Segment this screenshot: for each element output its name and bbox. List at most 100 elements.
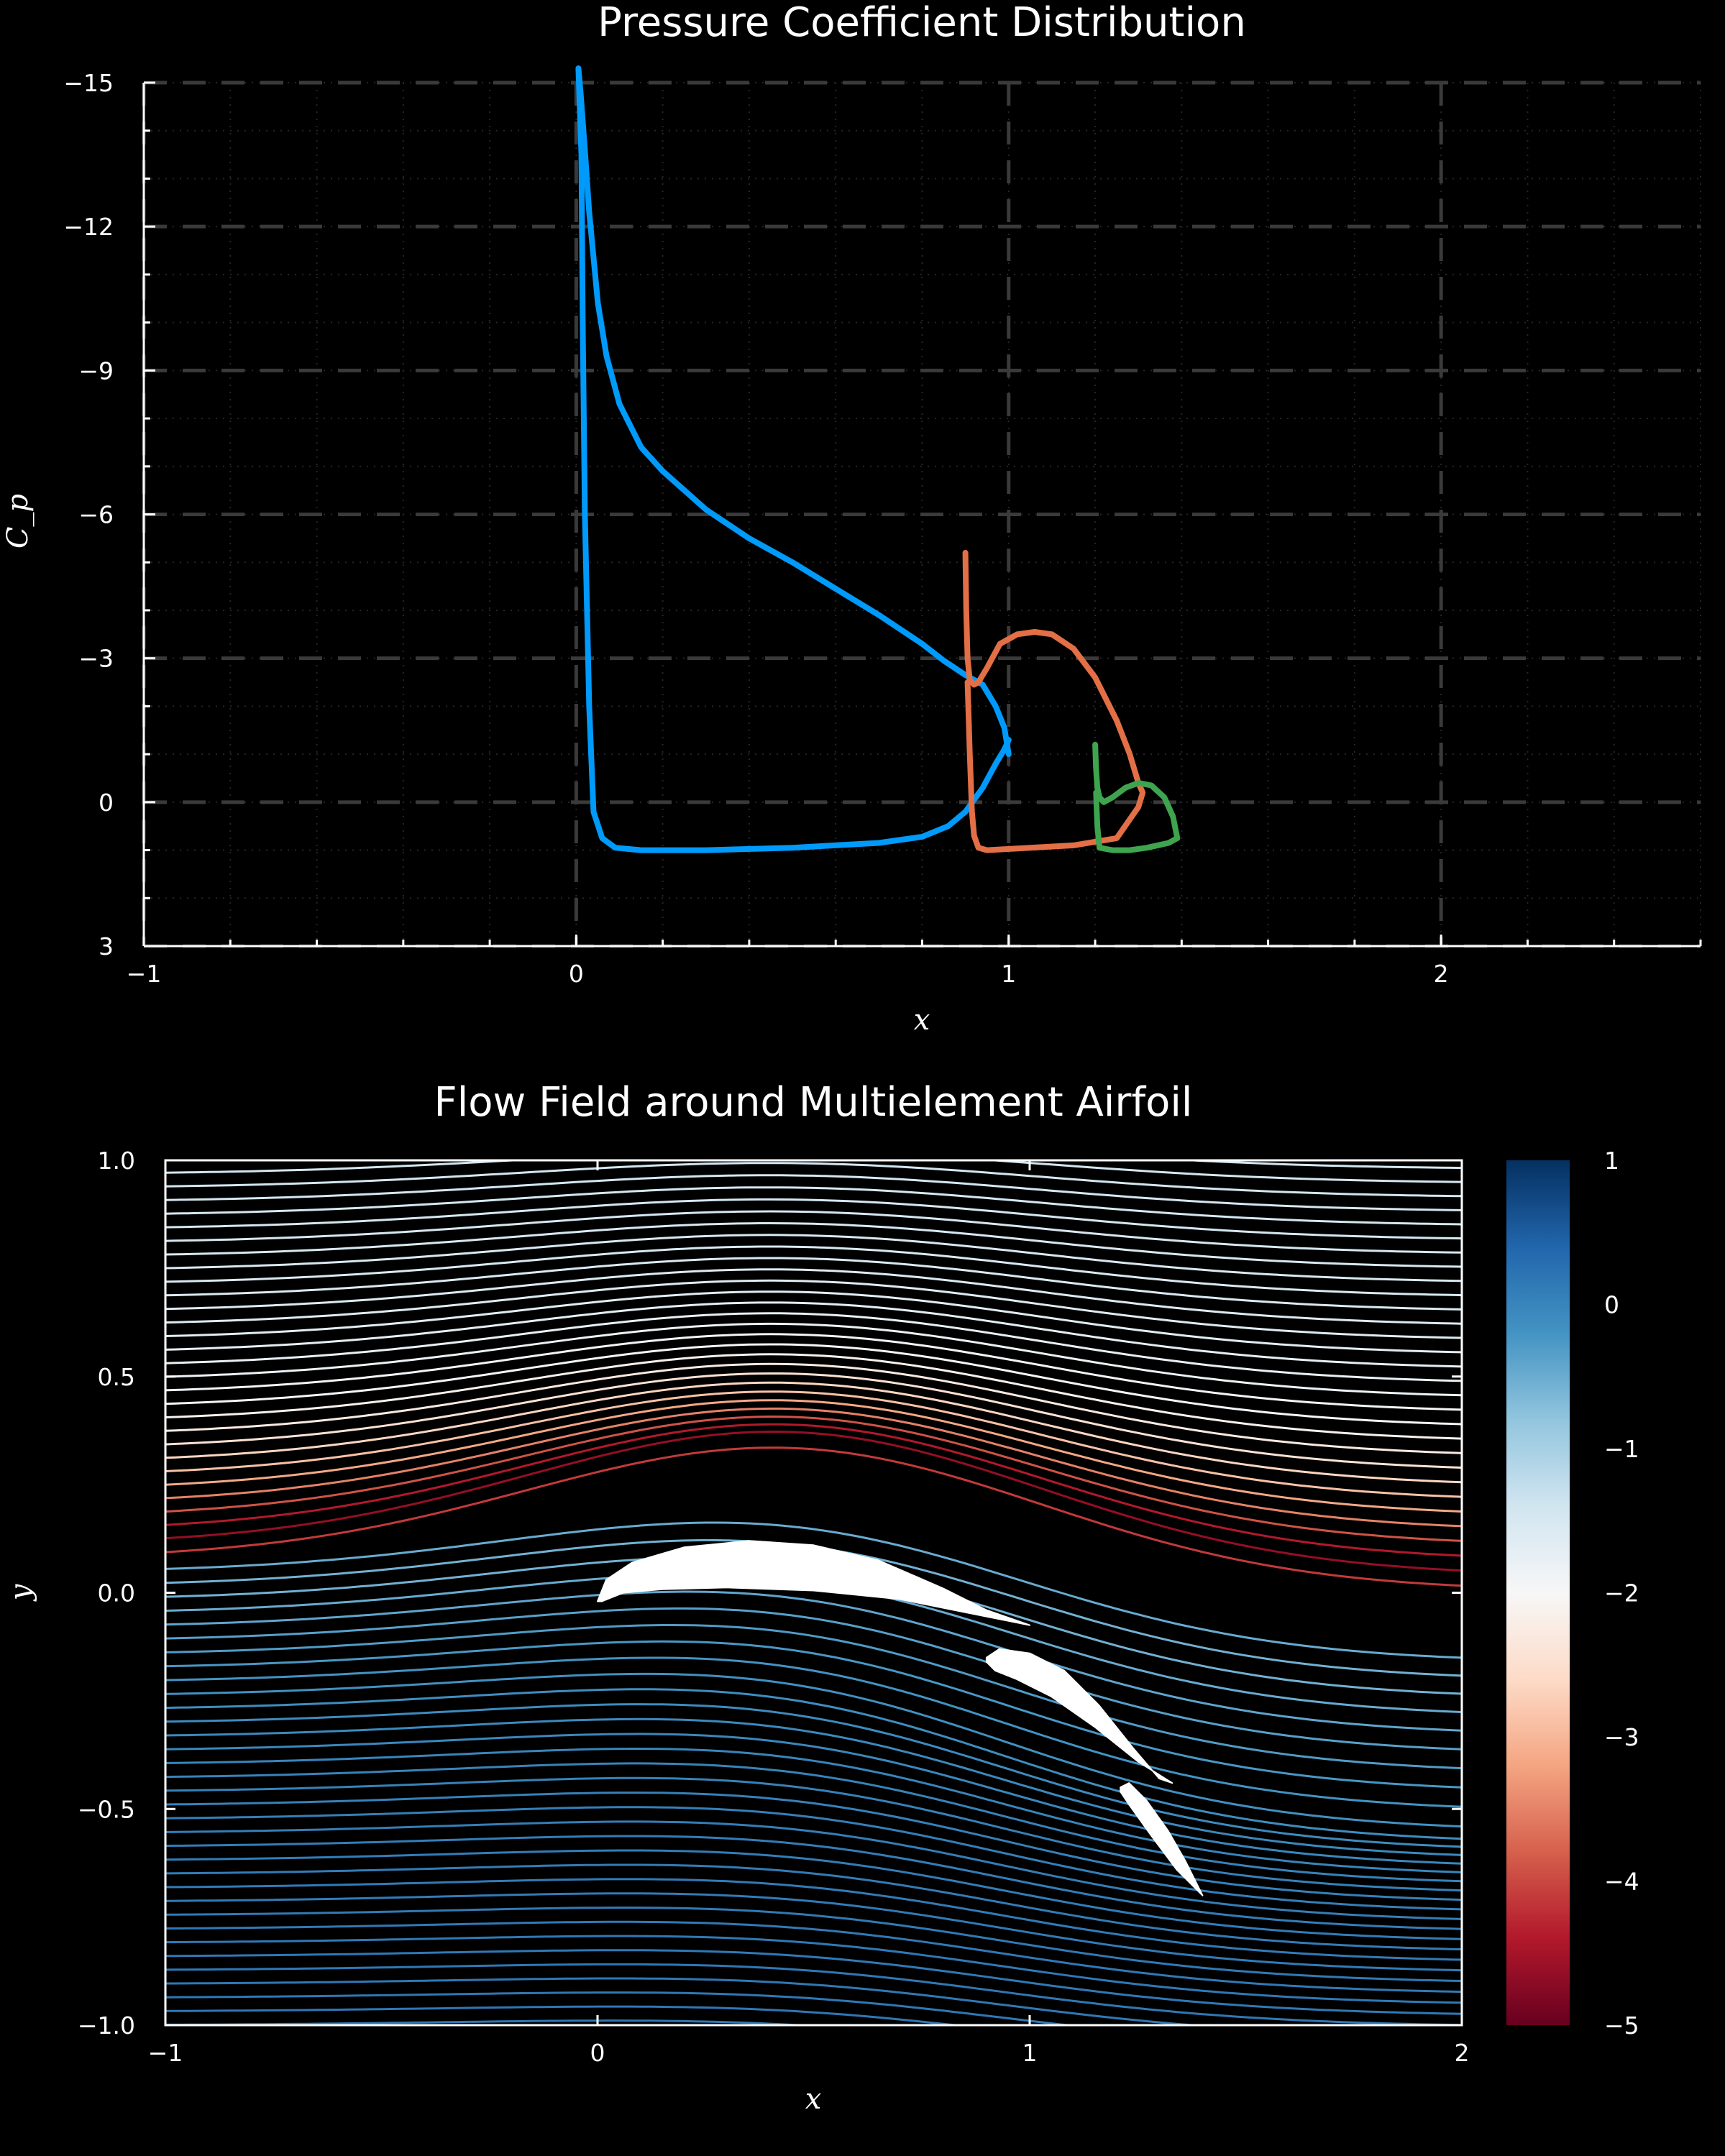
streamline [165,1920,1462,1994]
streamline [165,1590,1462,1732]
streamline [165,1820,1462,1920]
streamline [165,1624,1462,1770]
streamline [165,1640,1462,1789]
streamline [165,1301,1462,1368]
streamline [165,1390,1462,1498]
cp-x-tick-label: −1 [127,960,162,988]
flow-x-tick-label: −1 [148,2039,183,2067]
cp-axes: −1 0 1 2 −15 −12 −9 −6 −3 0 3 [63,69,1702,988]
flow-y-tick-label: 1.0 [98,1147,135,1175]
flow-y-tick-label: 0.0 [98,1579,135,1607]
streamline [165,1835,1462,1930]
streamline [165,1222,1462,1268]
streamline [165,1748,1462,1873]
streamline [165,1806,1462,1911]
flow-axes: −1 0 1 2 1.0 0.5 0.0 −0.5 −1.0 [78,1147,1470,2067]
cp-x-axis-label: x [914,1004,930,1037]
colorbar-tick-label: −2 [1604,1579,1639,1607]
streamline [165,1343,1462,1426]
flow-chart: Flow Field around Multielement Airfoil −… [4,1079,1639,2116]
streamline [165,2019,815,2025]
cp-y-tick-label: 3 [99,932,114,960]
colorbar-tick-label: −5 [1604,2011,1639,2040]
streamline [165,1268,1462,1325]
streamline [165,1279,1462,1339]
cp-y-tick-label: −6 [78,501,114,529]
streamline [1173,1160,1462,1170]
streamline [165,1878,1462,1961]
streamline [165,1257,1462,1311]
streamline [165,1290,1462,1354]
streamline [165,1949,1462,2015]
streamline [165,1399,1462,1513]
colorbar-tick-label: −4 [1604,1868,1639,1896]
flow-x-tick-label: 2 [1455,2039,1470,2067]
streamline [165,1381,1462,1484]
streamline [165,1415,1462,1542]
streamline [165,1174,1462,1211]
streamline [165,1963,1462,2025]
streamline [165,1521,1462,1659]
streamline [165,1792,1462,1902]
streamline [165,1717,1462,1856]
cp-chart-title: Pressure Coefficient Distribution [598,0,1246,46]
colorbar-tick-label: 0 [1604,1291,1619,1319]
streamline [165,1234,1462,1283]
flow-x-axis-label: x [805,2083,822,2116]
flow-y-tick-label: 0.5 [98,1363,135,1391]
cp-series-line-1 [575,65,1012,853]
cp-y-tick-label: −3 [78,645,114,673]
streamline [165,1333,1462,1411]
cp-y-axis-label: C_p [1,494,35,549]
cp-series-line-3 [1092,741,1181,853]
flow-x-tick-label: 0 [590,2039,605,2067]
streamline [165,1656,1462,1808]
streamline [165,1362,1462,1454]
colorbar: 1 0 −1 −2 −3 −4 −5 [1506,1147,1639,2040]
streamline [165,1607,1462,1751]
streamline [165,1672,1462,1828]
streamline [165,1160,1462,1183]
colorbar-tick-label: −1 [1604,1435,1639,1463]
airfoil-flap1 [985,1648,1173,1784]
streamline [165,2005,965,2025]
streamline [165,1162,1462,1198]
colorbar-bar [1506,1160,1570,2025]
streamline [165,1776,1462,1892]
airfoil-flap2 [1120,1782,1204,1896]
cp-y-tick-label: −12 [63,213,114,241]
flow-chart-title: Flow Field around Multielement Airfoil [434,1079,1193,1126]
colorbar-tick-label: 1 [1604,1147,1619,1175]
cp-y-tick-label: −9 [78,357,114,385]
cp-x-tick-label: 2 [1434,960,1449,988]
streamline [165,1423,1462,1557]
streamline [165,1849,1462,1940]
cp-x-tick-label: 0 [569,960,584,988]
flow-x-tick-label: 1 [1022,2039,1038,2067]
streamline [165,1762,1462,1883]
streamline [165,1210,1462,1254]
streamline [165,1245,1462,1297]
streamline [165,1892,1462,1972]
streamline [165,1198,1462,1240]
streamline [165,1863,1462,1950]
colorbar-tick-label: −3 [1604,1723,1639,1751]
streamline [165,1372,1462,1469]
cp-y-tick-label: 0 [99,789,114,817]
cp-y-tick-label: −15 [63,69,114,97]
streamline [165,1322,1462,1397]
streamline [165,1430,1462,1572]
streamline [165,1935,1462,2004]
streamline [165,1733,1462,1865]
cp-series-line-2 [962,549,1146,853]
flow-y-tick-label: −0.5 [78,1795,135,1823]
streamline [165,1407,1462,1528]
flow-y-tick-label: −1.0 [78,2011,135,2040]
streamline [165,1977,1207,2025]
streamline [165,1907,1462,1982]
streamline [165,1703,1462,1848]
cp-x-tick-label: 1 [1001,960,1016,988]
streamline [165,1186,1462,1226]
flow-y-axis-label: y [4,1583,37,1602]
streamline [165,1446,1462,1587]
